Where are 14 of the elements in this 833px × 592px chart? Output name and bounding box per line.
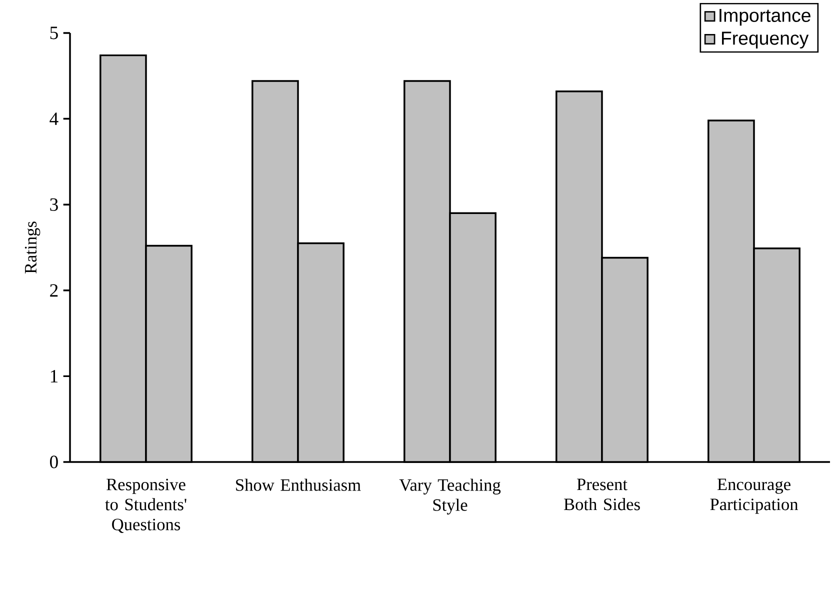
y-tick-label: 2 [50,284,58,297]
y-axis-title: Ratings [24,222,40,274]
y-tick-label: 0 [50,456,58,468]
x-tick-label: Vary Teaching Style [399,478,501,514]
x-tick-label: Present Both Sides [564,478,640,510]
y-tick-label: 1 [50,370,58,382]
legend-label: Frequency [722,32,809,49]
x-tick-label: Responsive to Students' Questions [105,478,186,533]
x-tick-label: Encourage Participation [710,478,798,514]
y-tick-label: 3 [50,198,58,211]
y-tick-label: 4 [50,112,58,125]
y-tick-label: 5 [50,26,58,40]
x-tick-label: Show Enthusiasm [236,478,361,491]
legend-label: Importance [720,8,810,26]
